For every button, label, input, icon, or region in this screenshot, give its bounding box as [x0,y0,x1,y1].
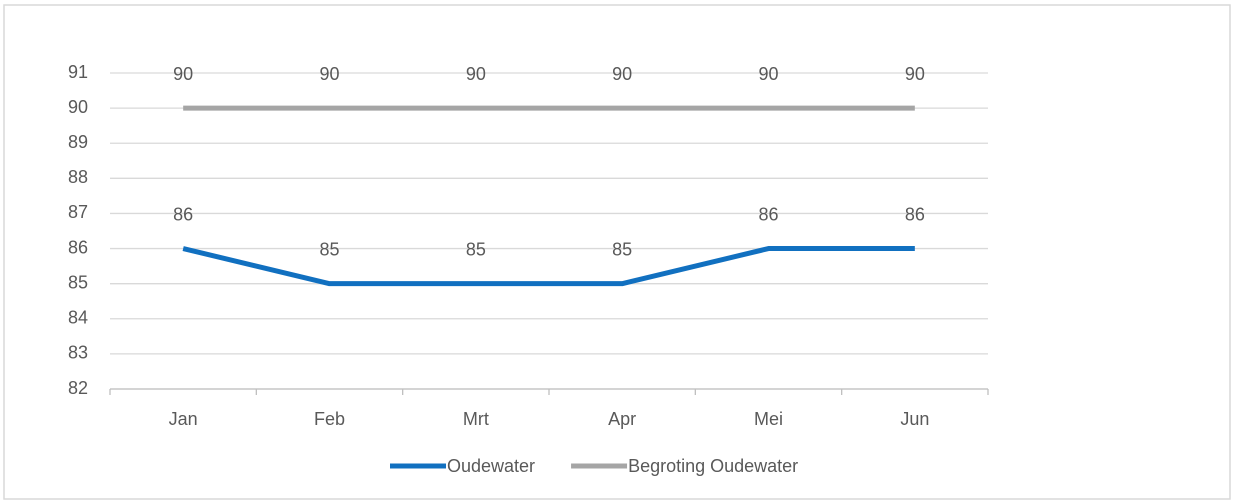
y-tick-label: 87 [68,202,88,222]
data-label: 90 [466,64,486,84]
data-label: 85 [612,239,632,259]
data-label: 86 [758,204,778,224]
data-label: 85 [319,239,339,259]
y-tick-label: 88 [68,167,88,187]
y-tick-label: 90 [68,97,88,117]
data-label: 86 [173,204,193,224]
x-tick-label: Jun [900,409,929,429]
data-label: 90 [319,64,339,84]
data-label: 85 [466,239,486,259]
y-tick-label: 84 [68,308,88,328]
x-tick-label: Mei [754,409,783,429]
chart-frame [3,4,1231,500]
x-tick-label: Jan [169,409,198,429]
y-tick-label: 85 [68,272,88,292]
series-line [182,246,915,287]
y-tick-label: 91 [68,62,88,82]
data-label: 90 [173,64,193,84]
y-tick-label: 89 [68,132,88,152]
data-label: 86 [905,204,925,224]
legend-label: Begroting Oudewater [628,456,798,476]
x-tick-label: Apr [608,409,636,429]
y-tick-label: 83 [68,343,88,363]
data-label: 90 [905,64,925,84]
data-label: 90 [758,64,778,84]
data-label: 90 [612,64,632,84]
legend-label: Oudewater [447,456,535,476]
y-tick-label: 82 [68,378,88,398]
x-tick-label: Mrt [463,409,489,429]
x-tick-label: Feb [314,409,345,429]
y-tick-label: 86 [68,237,88,257]
